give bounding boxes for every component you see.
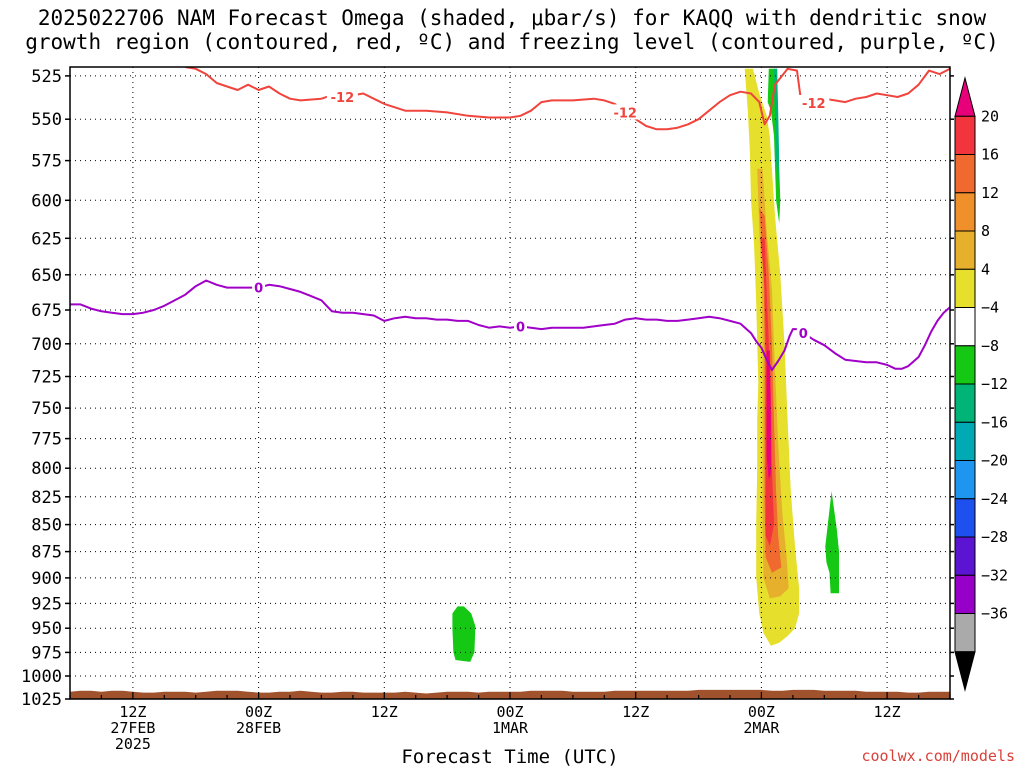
x-tick-label: 27FEB xyxy=(110,719,155,737)
x-tick-label: 2MAR xyxy=(743,719,780,737)
x-tick-label: 00Z xyxy=(748,703,775,721)
colorbar-label: −28 xyxy=(981,528,1008,546)
y-tick-label: 600 xyxy=(31,191,62,211)
contour-label: -12 xyxy=(802,97,826,112)
colorbar-swatch xyxy=(954,651,976,692)
y-tick-label: 550 xyxy=(31,110,62,130)
contour-label-bg xyxy=(252,279,266,295)
contour-layer: -12 -12 -12 0 0 0 xyxy=(70,67,950,372)
y-tick-label: 700 xyxy=(31,335,62,355)
colorbar-swatch xyxy=(954,345,976,385)
y-tick-label: 525 xyxy=(31,67,62,87)
y-tick-label: 1000 xyxy=(21,667,62,687)
x-tick-label: 1MAR xyxy=(492,719,529,737)
colorbar-swatch xyxy=(954,268,976,309)
contour-label: 0 xyxy=(516,320,525,335)
y-tick-label: 825 xyxy=(31,488,62,508)
x-tick-label: 12Z xyxy=(119,703,146,721)
colorbar-swatch xyxy=(954,460,976,500)
x-axis-label: Forecast Time (UTC) xyxy=(401,746,619,768)
chart-title-line-1: 2025022706 NAM Forecast Omega (shaded, μ… xyxy=(37,6,987,30)
colorbar-swatch xyxy=(954,536,976,576)
y-tick-label: 975 xyxy=(31,643,62,663)
omega-region-8 xyxy=(452,606,476,662)
omega-shading-layer xyxy=(452,68,839,662)
contour-line-1 xyxy=(70,279,950,372)
omega-region-4 xyxy=(766,350,771,480)
x-tick-label: 2025 xyxy=(115,735,151,753)
y-tick-label: 750 xyxy=(31,399,62,419)
x-tick-label: 12Z xyxy=(622,703,649,721)
colorbar-label: −8 xyxy=(981,337,999,355)
chart-title-line-2: growth region (contoured, red, ºC) and f… xyxy=(25,30,999,54)
colorbar-label: −32 xyxy=(981,566,1008,584)
colorbar-label: 4 xyxy=(981,260,990,278)
contour-label-bg xyxy=(798,95,830,110)
contour-label-bg xyxy=(326,89,358,104)
contour-label-bg xyxy=(796,325,810,341)
colorbar-swatch xyxy=(954,76,976,117)
colorbar-swatch xyxy=(954,307,976,347)
colorbar-label: 20 xyxy=(981,107,999,125)
y-tick-label: 650 xyxy=(31,266,62,286)
y-tick-label: 675 xyxy=(31,301,62,321)
contour-label-bg xyxy=(609,104,641,120)
y-tick-label: 900 xyxy=(31,569,62,589)
omega-region-7 xyxy=(825,491,839,594)
contour-label: 0 xyxy=(799,327,808,342)
x-tick-label: 00Z xyxy=(245,703,272,721)
colorbar-swatch xyxy=(954,421,976,462)
colorbar-label: 8 xyxy=(981,222,990,240)
colorbar-label: −16 xyxy=(981,413,1008,431)
y-tick-label: 775 xyxy=(31,430,62,450)
y-tick-label: 850 xyxy=(31,516,62,536)
colorbar-swatch xyxy=(954,230,976,270)
colorbar-label: 16 xyxy=(981,146,999,164)
colorbar-label: 12 xyxy=(981,184,999,202)
omega-region-6 xyxy=(774,68,780,185)
y-tick-label: 925 xyxy=(31,594,62,614)
x-tick-label: 12Z xyxy=(874,703,901,721)
colorbar-swatch xyxy=(954,192,976,232)
y-tick-label: 950 xyxy=(31,619,62,639)
colorbar-label: −20 xyxy=(981,452,1008,470)
colorbar-label: −12 xyxy=(981,375,1008,393)
contour-label: 0 xyxy=(254,282,263,297)
chart-title: 2025022706 NAM Forecast Omega (shaded, μ… xyxy=(0,6,1024,54)
colorbar-label: −4 xyxy=(981,299,999,317)
x-tick-label: 00Z xyxy=(496,703,523,721)
colorbar-swatch xyxy=(954,613,976,653)
y-tick-label: 1025 xyxy=(21,690,62,710)
colorbar-swatch xyxy=(954,498,976,538)
colorbar-label: −36 xyxy=(981,605,1008,623)
grid-layer xyxy=(70,67,950,700)
contour-label: -12 xyxy=(613,106,637,121)
colorbar-label: −24 xyxy=(981,490,1008,508)
y-tick-label: 800 xyxy=(31,459,62,479)
colorbar-swatch xyxy=(954,115,976,156)
y-tick-label: 625 xyxy=(31,229,62,249)
y-tick-label: 725 xyxy=(31,368,62,388)
x-tick-label: 12Z xyxy=(371,703,398,721)
x-tick-label: 28FEB xyxy=(236,719,281,737)
y-tick-label: 875 xyxy=(31,543,62,563)
colorbar-swatch xyxy=(954,383,976,423)
colorbar-swatch xyxy=(954,154,976,194)
y-tick-label: 575 xyxy=(31,152,62,172)
colorbar: 20 16 12 8 4 −4 −8 −12 −16 −20 −24 −28 −32 −36 xyxy=(954,76,1008,692)
contour-label-bg xyxy=(514,318,527,334)
credit-link[interactable]: coolwx.com/models xyxy=(861,747,1015,765)
y-axis: 525 550 575 600 625 650 675 700 725 750 775 800 825 8… xyxy=(21,67,954,710)
contour-label: -12 xyxy=(331,91,355,106)
colorbar-swatch xyxy=(954,574,976,615)
